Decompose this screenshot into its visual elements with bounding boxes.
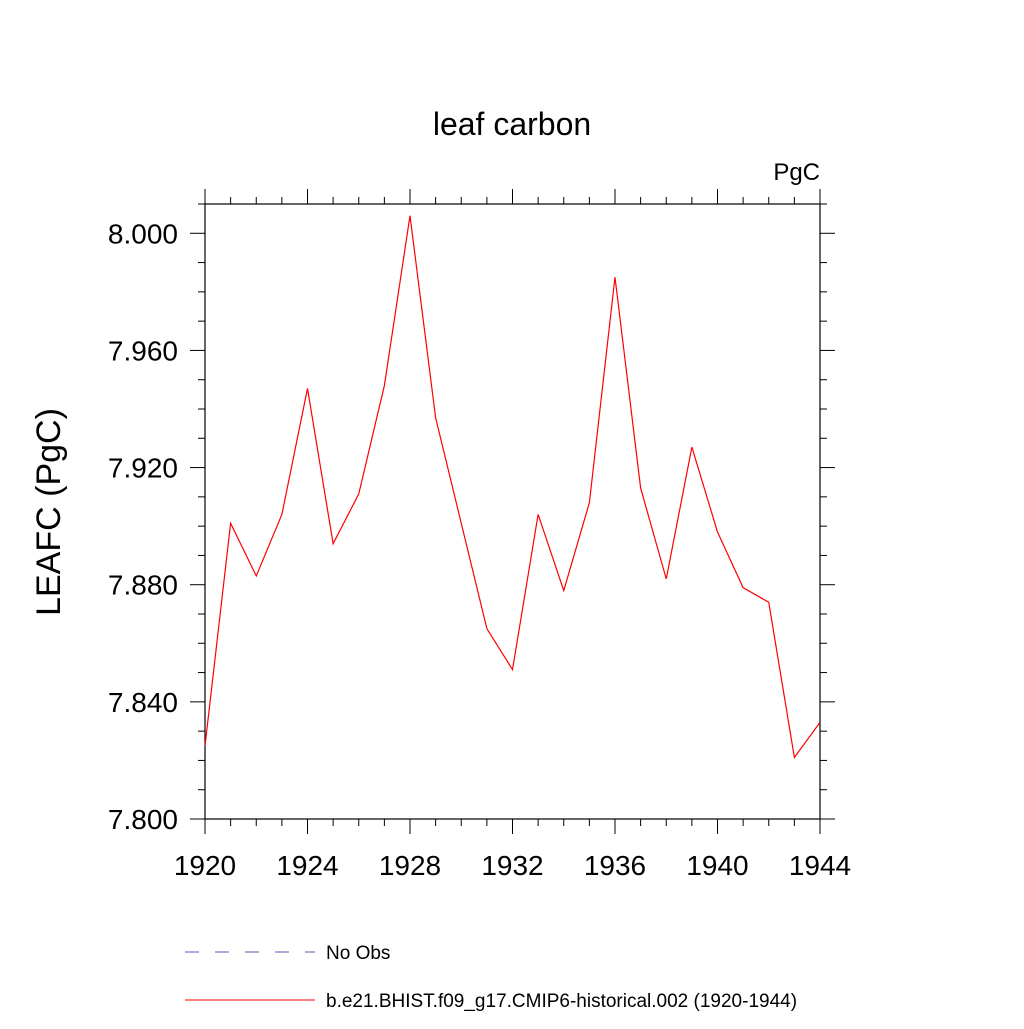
x-tick-label: 1920 xyxy=(174,850,236,881)
legend: No Obs b.e21.BHIST.f09_g17.CMIP6-historic… xyxy=(185,943,797,1012)
legend-label: No Obs xyxy=(326,943,390,964)
x-tick-label: 1936 xyxy=(584,850,646,881)
chart-title: leaf carbon xyxy=(433,106,591,142)
y-axis-title: LEAFC (PgC) xyxy=(30,408,68,616)
y-tick-label: 7.920 xyxy=(108,453,178,484)
units-label: PgC xyxy=(773,159,820,186)
y-axis-ticks: 7.800 7.840 7.880 7.920 7.960 8.000 xyxy=(108,203,835,835)
y-tick-label: 7.800 xyxy=(108,804,178,835)
x-axis-ticks: 1920 1924 1928 1932 1936 1940 1944 xyxy=(174,189,851,881)
plot-border xyxy=(204,203,821,820)
x-tick-label: 1944 xyxy=(789,850,851,881)
y-tick-label: 8.000 xyxy=(108,218,178,249)
x-tick-label: 1924 xyxy=(276,850,338,881)
x-tick-label: 1940 xyxy=(686,850,748,881)
series-layer xyxy=(204,215,821,760)
y-tick-label: 7.960 xyxy=(108,335,178,366)
x-tick-label: 1928 xyxy=(379,850,441,881)
series-line xyxy=(204,215,821,760)
legend-label: b.e21.BHIST.f09_g17.CMIP6-historical.002… xyxy=(326,991,797,1012)
plot-frame xyxy=(204,203,821,820)
y-tick-label: 7.840 xyxy=(108,687,178,718)
y-tick-label: 7.880 xyxy=(108,570,178,601)
x-tick-label: 1932 xyxy=(481,850,543,881)
